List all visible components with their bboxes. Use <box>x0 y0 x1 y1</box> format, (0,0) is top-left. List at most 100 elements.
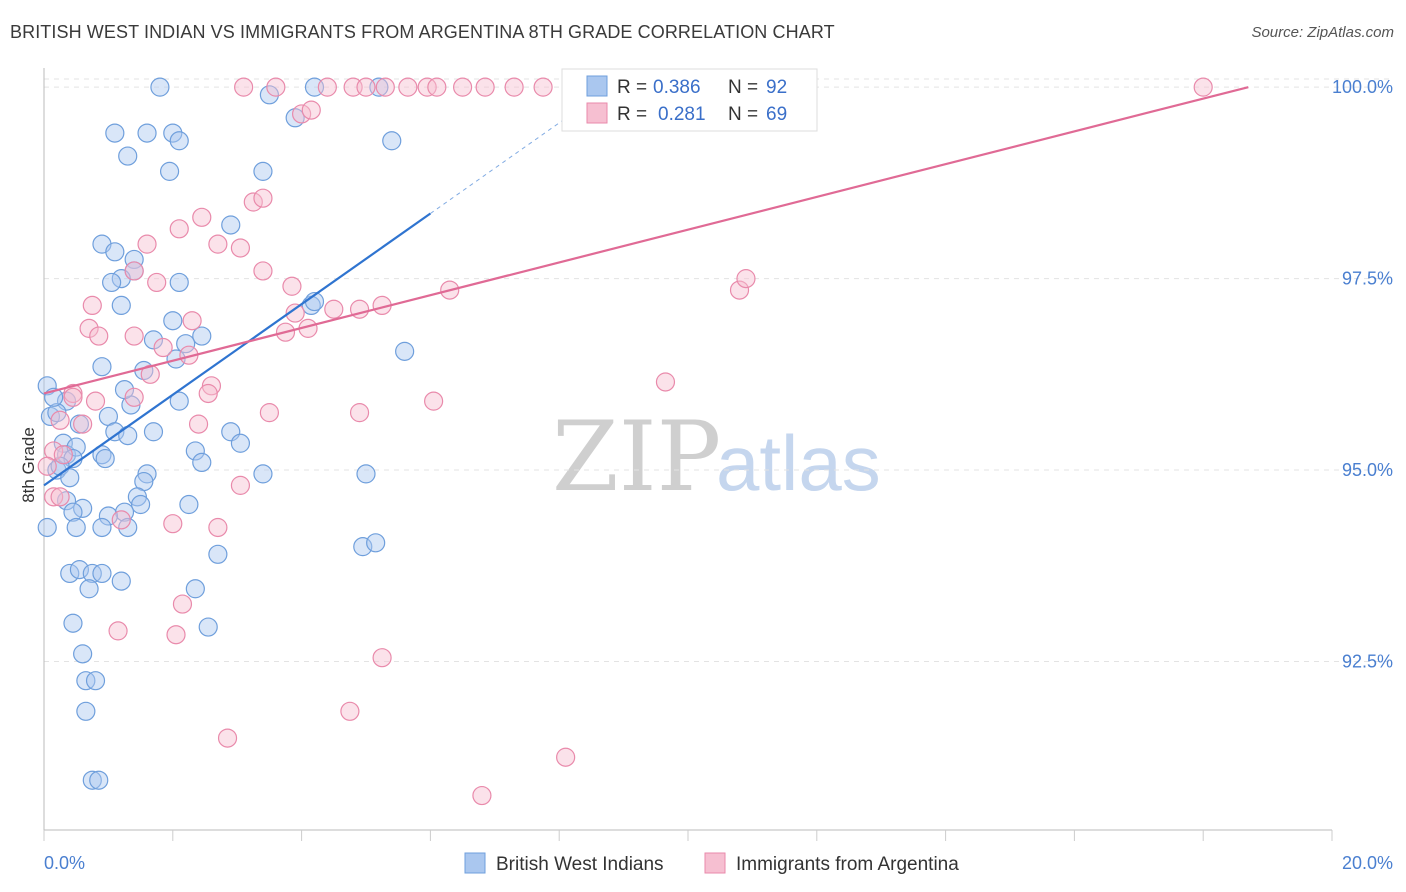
data-point-british-west-indians <box>105 123 125 143</box>
data-point-british-west-indians <box>230 433 251 453</box>
legend-n-value-2: 69 <box>766 104 787 125</box>
data-point-british-west-indians <box>124 249 144 270</box>
data-point-immigrants-from-argentina <box>188 414 209 434</box>
data-point-immigrants-from-argentina <box>301 100 321 120</box>
data-point-immigrants-from-argentina <box>417 77 437 97</box>
legend-swatch-pink <box>586 102 608 124</box>
data-point-british-west-indians <box>208 544 228 564</box>
data-point-immigrants-from-argentina <box>243 192 263 212</box>
data-point-british-west-indians <box>221 215 241 235</box>
data-point-immigrants-from-argentina <box>89 326 109 346</box>
data-point-british-west-indians <box>76 701 96 721</box>
legend-r-label-1: R = <box>617 77 647 98</box>
data-point-immigrants-from-argentina <box>44 487 64 507</box>
data-point-immigrants-from-argentina <box>475 77 495 97</box>
data-point-immigrants-from-argentina <box>285 303 305 323</box>
data-point-british-west-indians <box>253 161 273 181</box>
data-point-british-west-indians <box>118 425 138 446</box>
series-legend: British West Indians Immigrants from Arg… <box>464 852 959 875</box>
y-tick-label: 100.0% <box>1332 77 1393 97</box>
legend-n-value-1: 92 <box>766 77 787 98</box>
data-point-british-west-indians <box>60 563 80 584</box>
data-point-immigrants-from-argentina <box>266 77 286 97</box>
source-credit: Source: ZipAtlas.com <box>1251 24 1394 41</box>
data-point-immigrants-from-argentina <box>427 77 447 97</box>
data-point-british-west-indians <box>85 671 106 691</box>
data-point-british-west-indians <box>382 131 402 151</box>
data-point-immigrants-from-argentina <box>208 234 228 254</box>
data-point-british-west-indians <box>76 671 96 691</box>
data-point-immigrants-from-argentina <box>147 272 167 293</box>
data-point-immigrants-from-argentina <box>217 728 238 748</box>
legend-n-label-2: N = <box>728 104 758 125</box>
data-point-british-west-indians <box>192 326 212 346</box>
data-point-immigrants-from-argentina <box>124 387 144 407</box>
data-point-immigrants-from-argentina <box>655 372 676 392</box>
data-point-immigrants-from-argentina <box>356 77 376 97</box>
data-point-british-west-indians <box>356 464 376 484</box>
data-point-british-west-indians <box>253 464 273 484</box>
data-point-immigrants-from-argentina <box>73 414 93 434</box>
x-tick-label-min: 0.0% <box>44 853 85 873</box>
trend-line-immigrants-from-argentina <box>43 86 1249 395</box>
data-point-immigrants-from-argentina <box>153 337 173 358</box>
data-point-british-west-indians <box>185 579 205 599</box>
data-point-british-west-indians <box>118 146 138 166</box>
data-point-british-west-indians <box>395 341 415 361</box>
stats-legend: R = 0.386 N = 92 R = 0.281 N = 69 <box>561 68 818 132</box>
data-point-british-west-indians <box>63 613 83 633</box>
legend-r-value-2: 0.281 <box>658 104 706 125</box>
data-point-immigrants-from-argentina <box>230 238 251 258</box>
y-tick-labels: 92.5% 95.0% 97.5% 100.0% <box>1332 77 1393 671</box>
data-point-immigrants-from-argentina <box>166 625 186 645</box>
legend-r-value-1: 0.386 <box>653 77 701 98</box>
data-point-british-west-indians <box>111 295 131 316</box>
data-point-immigrants-from-argentina <box>85 391 106 411</box>
data-point-immigrants-from-argentina <box>169 219 189 239</box>
legend-swatch-blue <box>586 75 608 97</box>
x-tick-label-max: 20.0% <box>1342 853 1393 873</box>
data-point-immigrants-from-argentina <box>108 621 128 641</box>
data-point-immigrants-from-argentina <box>50 410 70 430</box>
data-point-british-west-indians <box>169 391 189 411</box>
data-point-immigrants-from-argentina <box>53 445 73 465</box>
data-point-british-west-indians <box>179 494 199 515</box>
data-point-british-west-indians <box>198 617 218 637</box>
data-point-immigrants-from-argentina <box>372 648 392 668</box>
data-point-immigrants-from-argentina <box>208 517 228 538</box>
data-point-british-west-indians <box>185 441 205 461</box>
data-point-british-west-indians <box>60 468 80 488</box>
data-point-british-west-indians <box>111 571 131 591</box>
bottom-legend-swatch-pink <box>704 852 726 874</box>
y-tick-label: 95.0% <box>1342 460 1393 480</box>
data-point-british-west-indians <box>105 242 125 262</box>
data-point-british-west-indians <box>92 517 112 538</box>
data-point-immigrants-from-argentina <box>375 77 395 97</box>
data-point-immigrants-from-argentina <box>79 318 99 338</box>
data-point-british-west-indians <box>82 770 102 790</box>
grid-lines <box>44 78 1392 663</box>
data-point-british-west-indians <box>163 311 183 331</box>
data-point-immigrants-from-argentina <box>82 295 102 316</box>
data-point-immigrants-from-argentina <box>504 77 524 97</box>
data-point-immigrants-from-argentina <box>124 261 144 281</box>
data-point-british-west-indians <box>131 494 151 515</box>
data-point-immigrants-from-argentina <box>37 456 57 476</box>
data-point-immigrants-from-argentina <box>182 311 202 331</box>
data-point-british-west-indians <box>163 123 183 143</box>
data-point-immigrants-from-argentina <box>340 701 360 721</box>
data-point-immigrants-from-argentina <box>349 403 370 423</box>
bottom-legend-swatch-blue <box>464 852 486 874</box>
legend-r-label-2: R = <box>617 104 647 125</box>
trend-line-british-west-indians <box>43 212 432 487</box>
data-point-immigrants-from-argentina <box>63 387 83 407</box>
data-point-immigrants-from-argentina <box>398 77 418 97</box>
bottom-legend-label-2: Immigrants from Argentina <box>736 854 959 875</box>
data-point-immigrants-from-argentina <box>259 403 279 423</box>
data-point-immigrants-from-argentina <box>317 77 337 97</box>
data-point-british-west-indians <box>143 422 164 442</box>
data-point-british-west-indians <box>82 563 102 584</box>
data-point-british-west-indians <box>259 85 279 105</box>
data-point-immigrants-from-argentina <box>192 207 212 227</box>
